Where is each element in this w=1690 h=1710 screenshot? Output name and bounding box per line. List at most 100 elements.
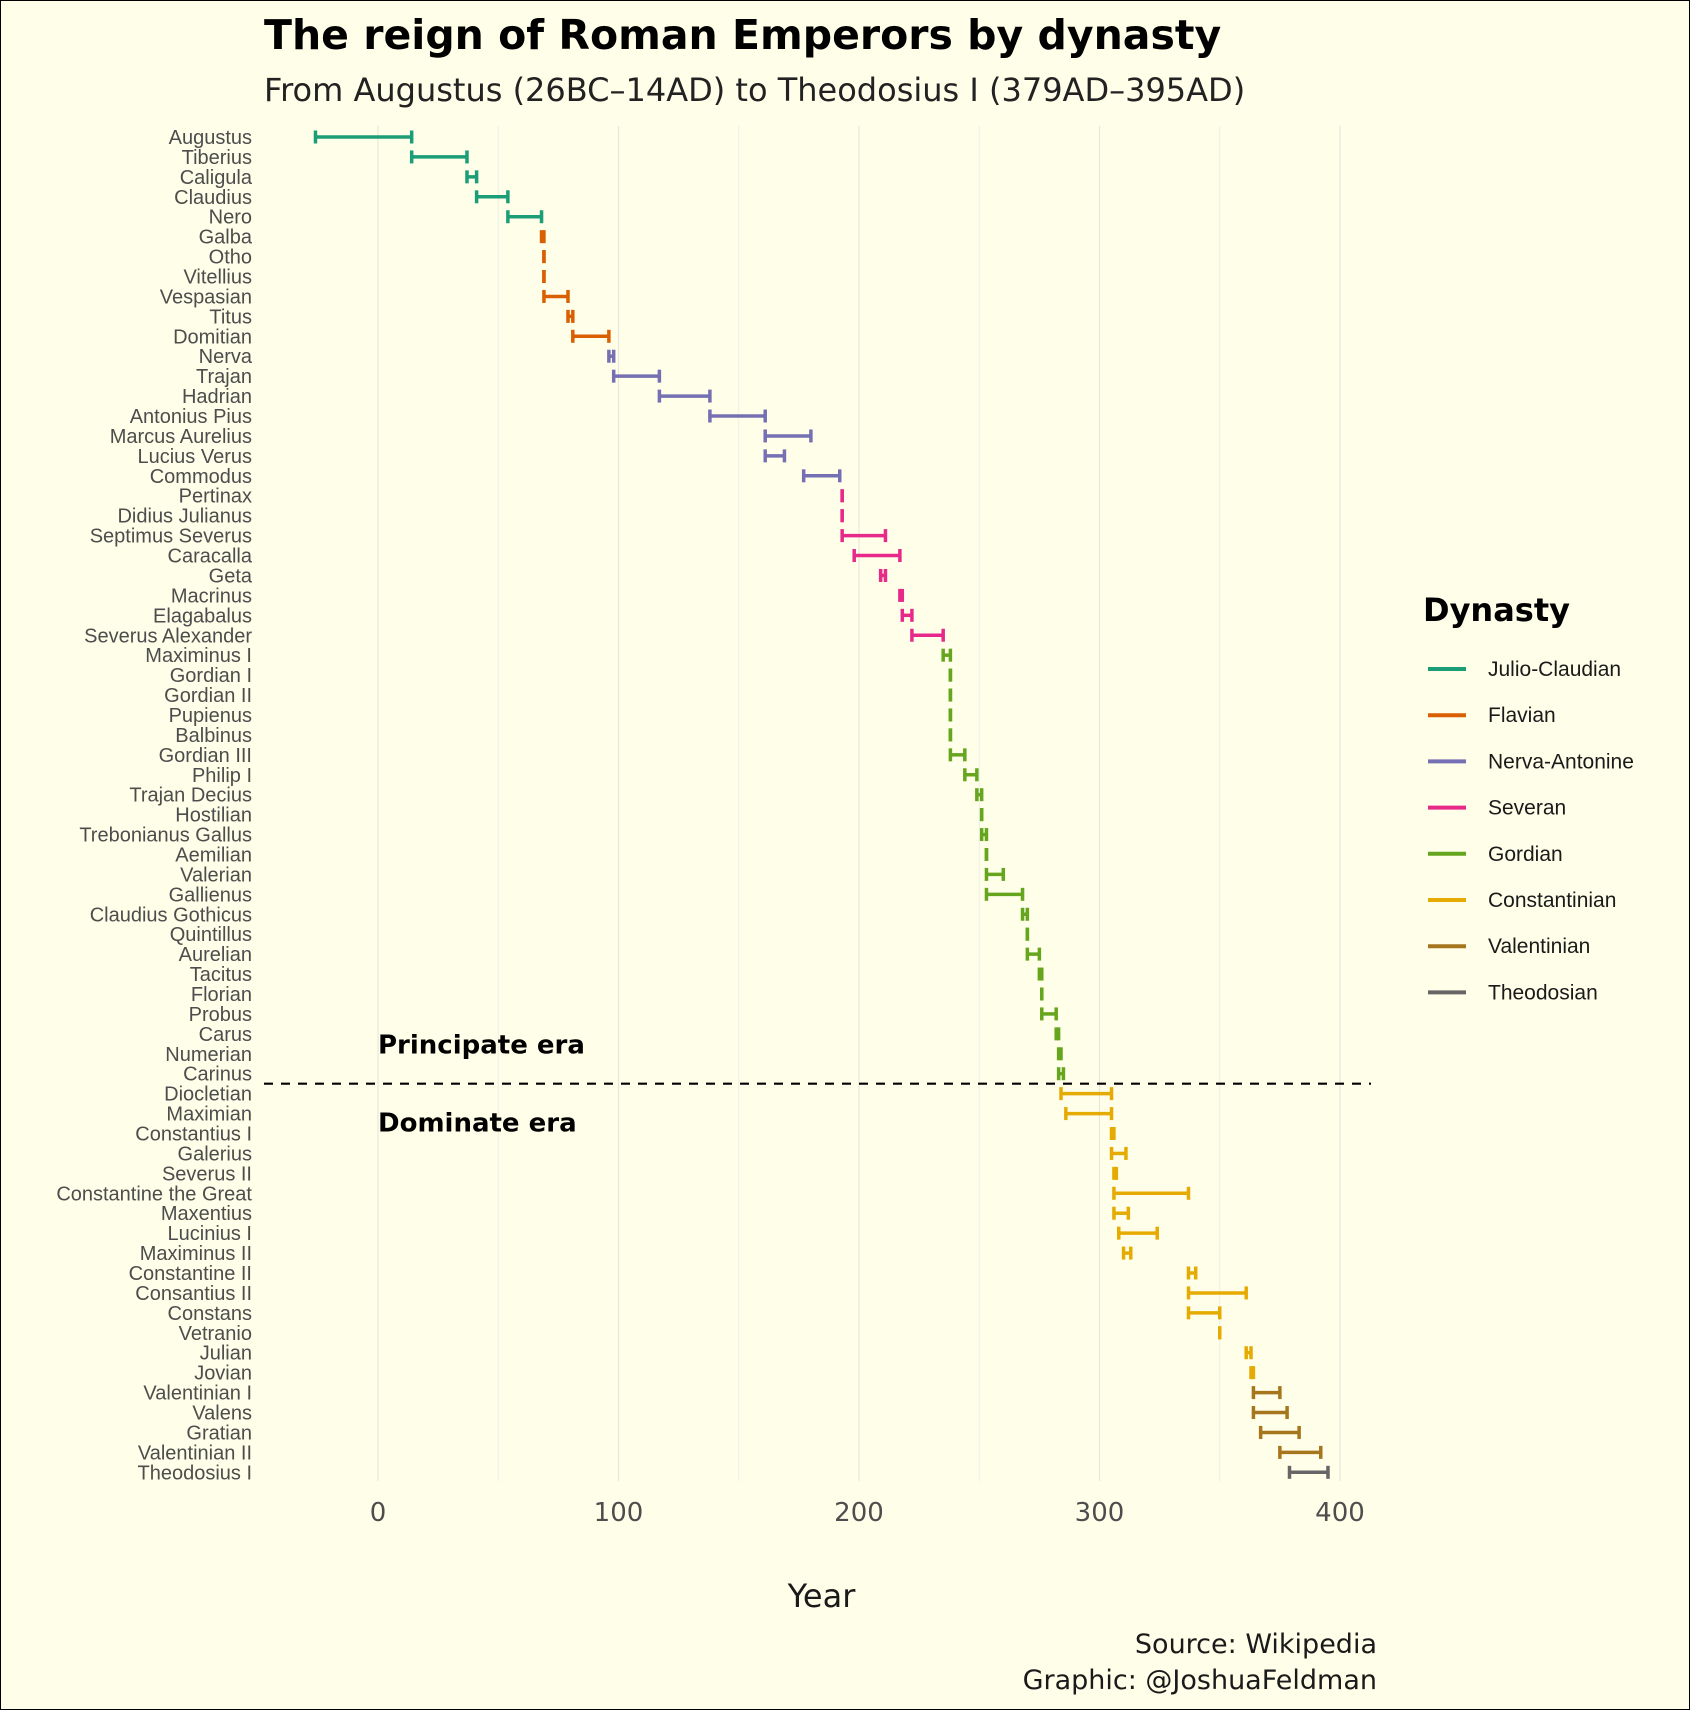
reign-bar [763, 429, 813, 443]
y-tick-label: Lucius Verus [137, 446, 252, 468]
y-tick-label: Trajan Decius [129, 785, 252, 807]
legend-label: Nerva-Antonine [1488, 750, 1634, 773]
reign-bar [963, 768, 979, 782]
y-tick-label: Diocletian [164, 1084, 252, 1106]
reign-bar [1186, 1306, 1222, 1320]
reign-bar [611, 369, 662, 383]
legend-item: Valentinian [1428, 935, 1590, 958]
y-tick-label: Macrinus [171, 585, 252, 607]
reign-bar [1109, 1127, 1116, 1140]
y-tick-label: Tacitus [190, 964, 252, 986]
reign-bar [1040, 1007, 1058, 1021]
y-tick-label: Vitellius [183, 267, 252, 289]
dominate-era-label: Dominate era [378, 1109, 577, 1139]
legend-label: Theodosian [1488, 981, 1598, 1004]
legend-item: Constantinian [1428, 889, 1616, 912]
reign-bar [566, 309, 575, 323]
reign-bar [708, 409, 767, 423]
reign-bar [984, 867, 1006, 881]
y-tick-label: Valentinian II [138, 1442, 252, 1464]
y-tick-label: Elagabalus [153, 605, 252, 627]
y-tick-label: Hostilian [175, 805, 252, 827]
reign-bar [474, 190, 510, 204]
reign-bar [1116, 1226, 1159, 1240]
y-tick-label: Florian [191, 984, 252, 1006]
y-tick-label: Maximian [166, 1104, 252, 1126]
y-tick-label: Valerian [180, 864, 252, 886]
reign-bar [900, 608, 914, 622]
y-tick-label: Trebonianus Gallus [79, 825, 252, 847]
y-tick-label: Gordian III [159, 745, 252, 767]
y-tick-label: Gallienus [169, 884, 252, 906]
y-tick-label: Titus [209, 306, 252, 328]
y-tick-label: Marcus Aurelius [110, 426, 252, 448]
reign-bar [409, 150, 469, 164]
reign-bar [910, 628, 945, 642]
y-tick-label: Theodosius I [137, 1462, 252, 1484]
y-tick-label: Constantius I [135, 1124, 252, 1146]
reign-bar [1112, 1186, 1191, 1200]
reign-bar [1244, 1346, 1253, 1360]
reign-bar [763, 449, 787, 463]
x-tick-label: 200 [834, 1498, 884, 1528]
grid-lines [377, 126, 1341, 1481]
reign-bar [1059, 1087, 1114, 1101]
y-tick-label: Hadrian [182, 386, 252, 408]
reign-bar [1251, 1386, 1282, 1400]
reign-bar [840, 529, 888, 543]
x-tick-label: 100 [594, 1498, 644, 1528]
y-tick-label: Antonius Pius [130, 406, 252, 428]
y-tick-label: Maximinus II [140, 1243, 252, 1265]
chart-subtitle: From Augustus (26BC–14AD) to Theodosius … [264, 71, 1245, 109]
y-tick-label: Didius Julianus [117, 506, 252, 528]
caption-credit: Graphic: @JoshuaFeldman [1023, 1665, 1377, 1696]
y-tick-label: Vespasian [160, 286, 252, 308]
y-tick-label: Jovian [194, 1363, 252, 1385]
reign-bar [1056, 1047, 1063, 1061]
reign-bar [852, 549, 902, 563]
y-tick-label: Aurelian [179, 944, 252, 966]
y-tick-label: Valentinian I [143, 1383, 252, 1405]
reign-bar [607, 349, 616, 363]
reign-bar [1186, 1286, 1248, 1300]
reign-bar [941, 648, 953, 662]
legend-label: Severan [1488, 797, 1566, 820]
legend-item: Severan [1428, 797, 1566, 820]
x-axis-label: Year [787, 1577, 857, 1615]
reign-bar [1020, 907, 1030, 921]
principate-era-label: Principate era [378, 1031, 585, 1061]
reign-bar [1258, 1425, 1301, 1439]
y-axis-labels: AugustusTiberiusCaligulaClaudiusNeroGalb… [56, 127, 253, 1484]
y-tick-label: Probus [189, 1004, 252, 1026]
y-tick-label: Commodus [150, 466, 252, 488]
y-tick-label: Pupienus [169, 705, 252, 727]
legend-label: Constantinian [1488, 889, 1616, 912]
reign-bar [1186, 1266, 1198, 1280]
x-tick-label: 300 [1075, 1498, 1125, 1528]
legend-title: Dynasty [1423, 591, 1570, 629]
y-tick-label: Lucinius I [168, 1223, 253, 1245]
y-tick-label: Gordian II [164, 685, 252, 707]
x-tick-label: 400 [1315, 1498, 1365, 1528]
y-tick-label: Valens [192, 1403, 252, 1425]
reign-bar [1109, 1146, 1128, 1160]
reign-bar [571, 329, 611, 343]
x-axis-tick-labels: 0 100 200 300 400 [370, 1498, 1365, 1528]
reign-bars [313, 130, 1330, 1479]
y-tick-label: Constantine the Great [56, 1183, 252, 1205]
reign-bar [1287, 1465, 1330, 1479]
y-tick-label: Balbinus [175, 725, 252, 747]
legend-item: Julio-Claudian [1428, 658, 1621, 681]
y-tick-label: Severus II [162, 1163, 252, 1185]
y-tick-label: Galba [199, 227, 253, 249]
reign-bar [984, 887, 1025, 901]
y-tick-label: Severus Alexander [84, 625, 252, 647]
y-tick-label: Gratian [186, 1422, 252, 1444]
y-tick-label: Augustus [169, 127, 252, 149]
legend: Julio-Claudian Flavian Nerva-Antonine Sever… [1428, 658, 1634, 1004]
reign-bar [506, 210, 544, 224]
reign-bar [657, 389, 712, 403]
reign-bar [979, 828, 989, 842]
